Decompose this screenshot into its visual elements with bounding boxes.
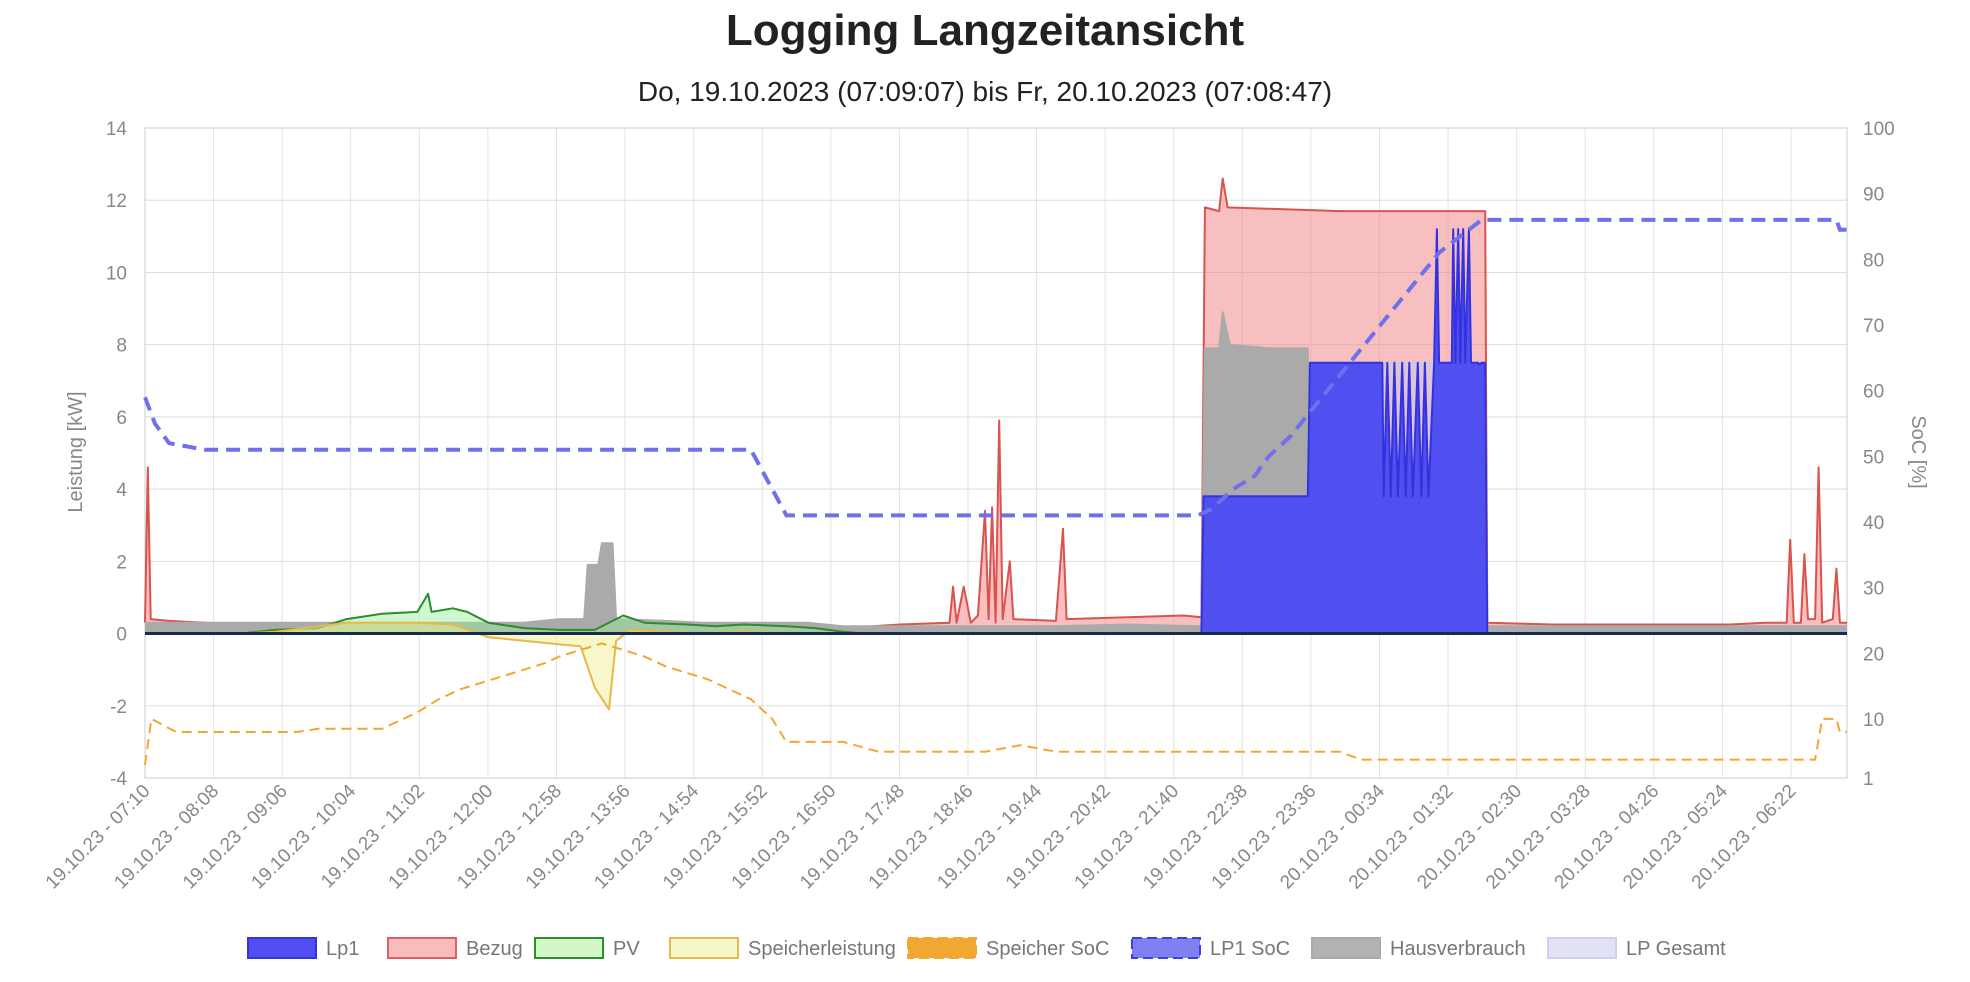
y-left-tick-label: 6	[116, 408, 127, 429]
legend-item-speicherleistung[interactable]: Speicherleistung	[669, 937, 896, 960]
y-left-tick-label: 10	[106, 263, 127, 284]
series-line-pv	[145, 592, 1847, 635]
y-right-tick-label: 1	[1863, 769, 1874, 790]
y-left-tick-label: -4	[110, 769, 127, 790]
series-line-lp1-soc	[143, 217, 1847, 518]
legend-label: Bezug	[466, 938, 523, 960]
y-left-axis-title: Leistung [kW]	[65, 391, 87, 512]
y-left-tick-label: -2	[110, 697, 127, 718]
series-line-lp1	[145, 228, 1847, 635]
legend-item-speicher-soc[interactable]: Speicher SoC	[907, 937, 1109, 960]
chart-subtitle: Do, 19.10.2023 (07:09:07) bis Fr, 20.10.…	[637, 76, 1333, 107]
y-right-tick-label: 40	[1863, 513, 1884, 534]
legend-label: PV	[613, 938, 640, 960]
legend-item-lp1[interactable]: Lp1	[247, 937, 359, 960]
legend-item-lp-gesamt[interactable]: LP Gesamt	[1547, 937, 1726, 960]
legend-swatch	[534, 937, 604, 959]
legend-label: Hausverbrauch	[1390, 938, 1526, 960]
y-left-tick-label: 4	[116, 480, 127, 501]
y-right-tick-label: 10	[1863, 710, 1884, 731]
y-right-tick-label: 60	[1863, 382, 1884, 403]
y-right-tick-label: 80	[1863, 250, 1884, 271]
grid	[144, 127, 1848, 779]
legend-item-pv[interactable]: PV	[534, 937, 640, 960]
legend-item-hausverbrauch[interactable]: Hausverbrauch	[1311, 937, 1526, 960]
legend-swatch	[387, 937, 457, 959]
legend-swatch	[1547, 937, 1617, 959]
legend-label: Speicherleistung	[748, 938, 896, 960]
y-left-tick-label: 2	[116, 552, 127, 573]
legend-label: Speicher SoC	[986, 938, 1109, 960]
legend-label: LP1 SoC	[1210, 938, 1290, 960]
y-right-tick-label: 100	[1863, 119, 1895, 140]
y-left-tick-label: 8	[116, 336, 127, 357]
series-line-bezug	[144, 177, 1847, 633]
y-right-tick-label: 90	[1863, 185, 1884, 206]
legend-swatch	[669, 937, 739, 959]
series-line-speicherleistung	[145, 621, 1847, 711]
legend-swatch	[1131, 937, 1201, 959]
legend-swatch	[907, 937, 977, 959]
legend-item-bezug[interactable]: Bezug	[387, 937, 523, 960]
plot-border	[144, 127, 1848, 779]
y-right-tick-label: 30	[1863, 579, 1884, 600]
y-left-tick-label: 12	[106, 191, 127, 212]
y-right-tick-label: 20	[1863, 644, 1884, 665]
y-left-tick-label: 14	[106, 119, 128, 140]
series-line-speicher-soc	[144, 642, 1847, 766]
series-area-speicherleistung	[145, 622, 1847, 710]
legend-label: LP Gesamt	[1626, 938, 1726, 960]
legend-item-lp1-soc[interactable]: LP1 SoC	[1131, 937, 1290, 960]
legend[interactable]: Lp1 Bezug PV Speicherleistung Speicher SoC LP…	[247, 937, 1726, 960]
legend-swatch	[247, 937, 317, 959]
series-area-lp1	[145, 229, 1847, 634]
legend-swatch	[1311, 937, 1381, 959]
y-right-axis-title: SoC [%]	[1907, 415, 1929, 488]
y-right-tick-label: 50	[1863, 447, 1884, 468]
y-left-tick-label: 0	[116, 625, 127, 646]
chart-title: Logging Langzeitansicht	[725, 6, 1245, 55]
legend-label: Lp1	[326, 938, 359, 960]
plot-area	[143, 177, 1847, 766]
y-right-tick-label: 70	[1863, 316, 1884, 337]
